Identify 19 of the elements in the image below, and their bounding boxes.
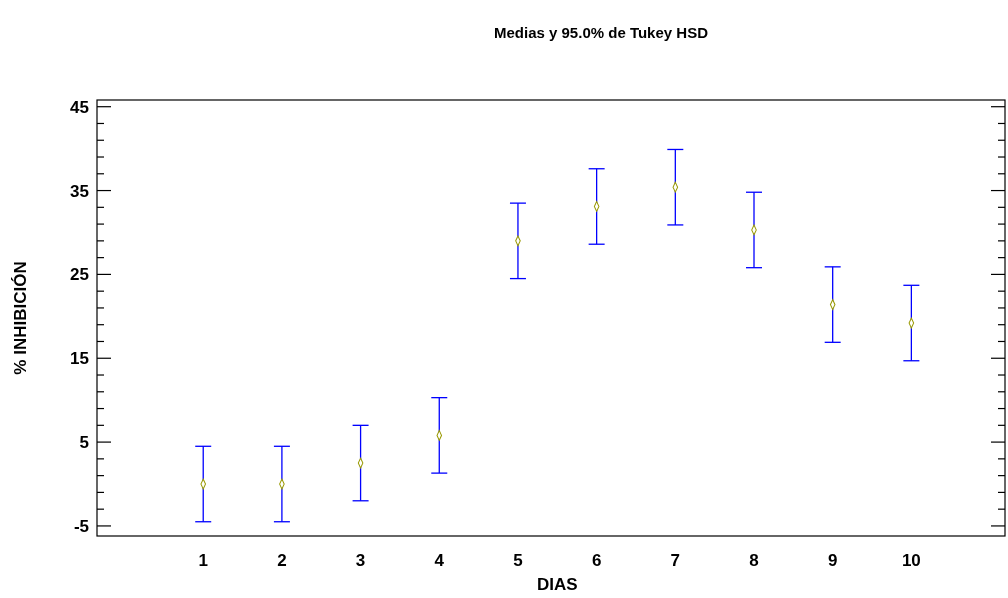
y-tick-label: 5	[79, 433, 89, 453]
x-tick-label: 2	[277, 551, 287, 570]
x-tick-label: 5	[513, 551, 523, 570]
x-tick-label: 10	[901, 551, 921, 570]
x-tick-label: 4	[434, 551, 445, 570]
y-axis-title: % INHIBICIÓN	[11, 261, 30, 375]
x-tick-label: 8	[749, 551, 759, 570]
x-tick-label: 1	[198, 551, 208, 570]
x-tick-label: 7	[670, 551, 681, 570]
chart-title: Medias y 95.0% de Tukey HSD	[494, 24, 709, 41]
y-tick-label: 15	[70, 349, 89, 369]
x-tick-label: 3	[355, 551, 366, 570]
y-tick-label: -5	[73, 516, 89, 536]
x-tick-label: 6	[591, 551, 602, 570]
y-tick-label: 25	[70, 265, 89, 285]
x-tick-label: 9	[827, 551, 838, 570]
y-tick-label: 35	[70, 181, 89, 201]
y-tick-label: 45	[70, 97, 89, 117]
x-axis-title: DIAS	[536, 575, 578, 594]
